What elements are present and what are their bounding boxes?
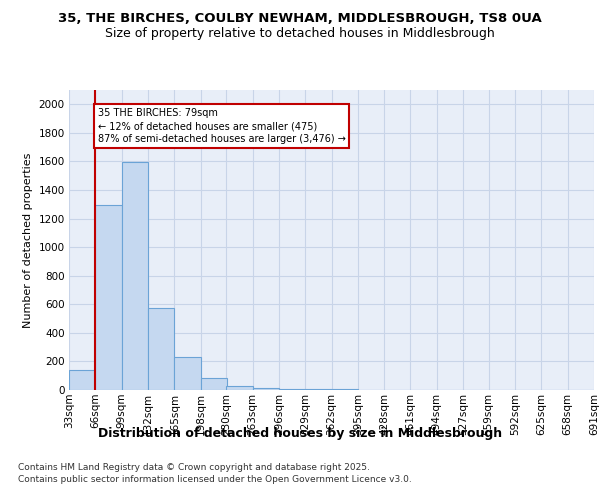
Text: 35, THE BIRCHES, COULBY NEWHAM, MIDDLESBROUGH, TS8 0UA: 35, THE BIRCHES, COULBY NEWHAM, MIDDLESB… xyxy=(58,12,542,26)
Bar xyxy=(148,308,175,390)
Y-axis label: Number of detached properties: Number of detached properties xyxy=(23,152,33,328)
Text: Contains HM Land Registry data © Crown copyright and database right 2025.: Contains HM Land Registry data © Crown c… xyxy=(18,462,370,471)
Bar xyxy=(69,370,95,390)
Bar xyxy=(200,378,227,390)
Bar xyxy=(175,356,200,390)
Bar xyxy=(122,162,148,390)
Bar xyxy=(95,205,122,390)
Text: 35 THE BIRCHES: 79sqm
← 12% of detached houses are smaller (475)
87% of semi-det: 35 THE BIRCHES: 79sqm ← 12% of detached … xyxy=(98,108,346,144)
Text: Distribution of detached houses by size in Middlesbrough: Distribution of detached houses by size … xyxy=(98,428,502,440)
Bar xyxy=(253,388,279,390)
Bar xyxy=(279,389,305,390)
Text: Contains public sector information licensed under the Open Government Licence v3: Contains public sector information licen… xyxy=(18,475,412,484)
Bar xyxy=(226,386,253,390)
Text: Size of property relative to detached houses in Middlesbrough: Size of property relative to detached ho… xyxy=(105,28,495,40)
